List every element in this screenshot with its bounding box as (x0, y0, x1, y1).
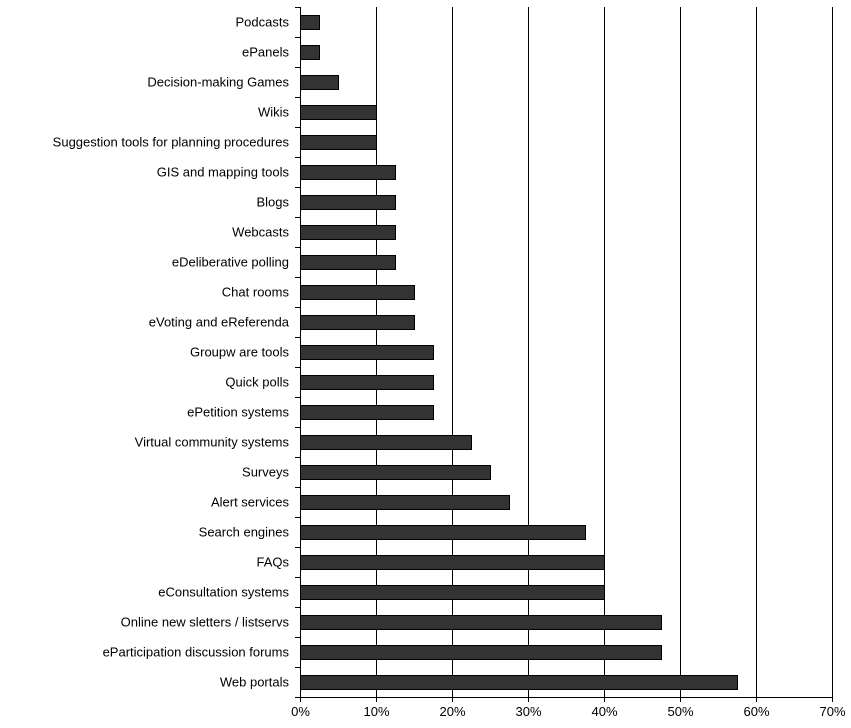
bar (300, 495, 510, 510)
bar (300, 315, 415, 330)
x-tick-label: 20% (439, 704, 465, 719)
x-tick-label: 70% (819, 704, 845, 719)
category-label: Wikis (258, 105, 290, 120)
category-label: FAQs (256, 555, 289, 570)
x-tick-label: 50% (667, 704, 693, 719)
bar (300, 675, 738, 690)
bar (300, 405, 434, 420)
bar (300, 195, 396, 210)
category-label: ePanels (242, 45, 289, 60)
bar (300, 345, 434, 360)
category-label: Virtual community systems (135, 435, 290, 450)
bar (300, 45, 320, 60)
x-tick-label: 0% (291, 704, 310, 719)
gridlines (376, 7, 833, 697)
bar (300, 555, 605, 570)
x-tick-label: 60% (743, 704, 769, 719)
bar (300, 135, 377, 150)
x-tick-labels: 0% 10% 20% 30% 40% 50% 60% 70% (291, 704, 846, 719)
bar (300, 255, 396, 270)
bar (300, 285, 415, 300)
category-label: Alert services (211, 495, 290, 510)
category-label: Webcasts (232, 225, 289, 240)
category-label: ePetition systems (187, 405, 289, 420)
category-label: Web portals (220, 675, 290, 690)
bar (300, 645, 662, 660)
bar (300, 525, 586, 540)
category-label: Quick polls (225, 375, 289, 390)
bar (300, 105, 377, 120)
category-label: eConsultation systems (158, 585, 289, 600)
category-label: Blogs (256, 195, 289, 210)
category-label: eDeliberative polling (172, 255, 289, 270)
category-label: Decision-making Games (147, 75, 289, 90)
bar (300, 165, 396, 180)
x-tick-label: 30% (515, 704, 541, 719)
category-label: Suggestion tools for planning procedures (53, 135, 290, 150)
x-tick-label: 10% (363, 704, 389, 719)
bar (300, 585, 605, 600)
category-label: Search engines (199, 525, 290, 540)
category-label: Online new sletters / listservs (121, 615, 290, 630)
bar (300, 225, 396, 240)
category-label: Surveys (242, 465, 289, 480)
category-label: eParticipation discussion forums (103, 645, 290, 660)
bar (300, 435, 472, 450)
x-tick-label: 40% (591, 704, 617, 719)
category-label: eVoting and eReferenda (149, 315, 290, 330)
bar (300, 75, 339, 90)
category-label: Chat rooms (222, 285, 290, 300)
bar (300, 465, 491, 480)
category-label: Groupw are tools (190, 345, 289, 360)
bar (300, 375, 434, 390)
bar (300, 15, 320, 30)
category-label: GIS and mapping tools (157, 165, 290, 180)
bars (300, 15, 738, 690)
category-labels: Podcasts ePanels Decision-making Games Wiki… (53, 15, 290, 690)
axes (295, 7, 833, 702)
bar (300, 615, 662, 630)
category-label: Podcasts (236, 15, 290, 30)
